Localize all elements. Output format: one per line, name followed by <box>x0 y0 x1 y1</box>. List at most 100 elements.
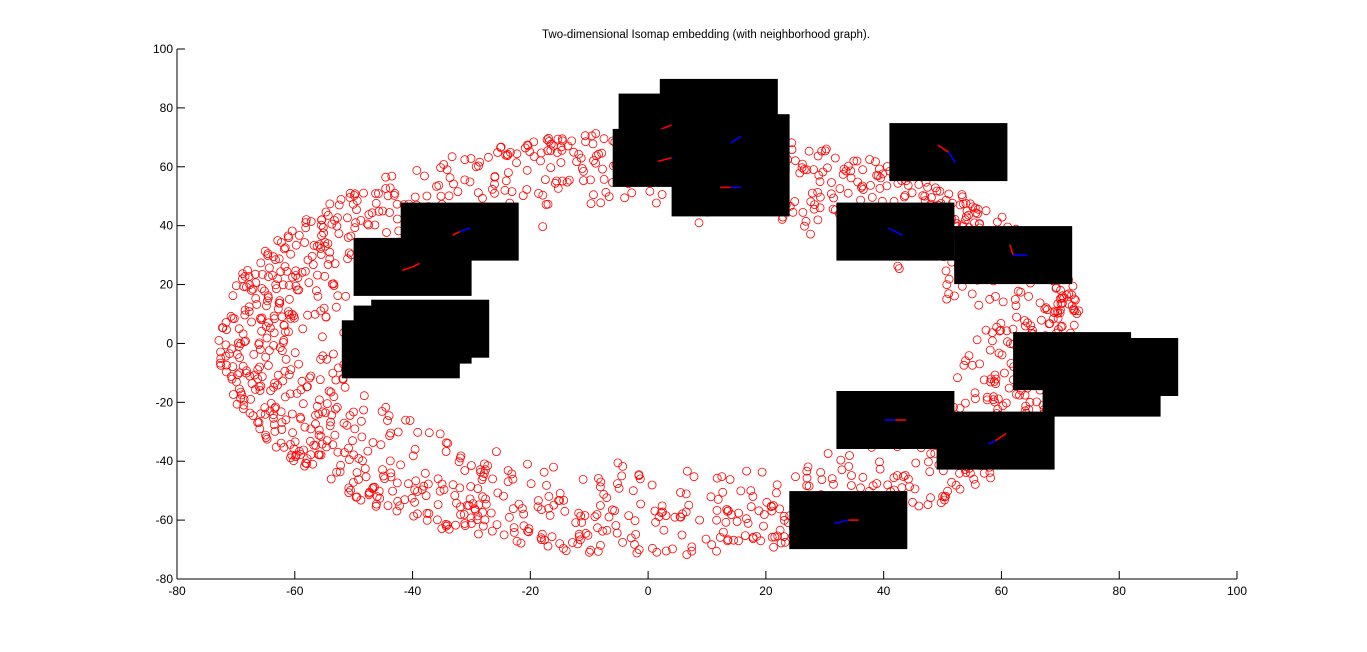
scatter-point <box>487 526 497 536</box>
scatter-point <box>475 465 485 475</box>
scatter-point <box>325 247 335 257</box>
scatter-point <box>359 405 369 415</box>
x-tick-label: 80 <box>1113 584 1127 598</box>
scatter-point <box>997 350 1007 360</box>
scatter-point <box>555 488 565 498</box>
scatter-point <box>543 541 553 551</box>
scatter-point <box>847 481 856 490</box>
scatter-point <box>780 537 790 547</box>
scatter-point <box>238 269 248 279</box>
scatter-point <box>947 477 956 487</box>
scatter-point <box>239 394 249 404</box>
scatter-point <box>795 168 805 178</box>
scatter-point <box>275 343 285 353</box>
scatter-point <box>732 517 742 526</box>
scatter-point <box>524 527 534 537</box>
scatter-point <box>990 377 999 386</box>
image-thumbnail <box>836 391 955 449</box>
scatter-point <box>557 145 567 155</box>
scatter-point <box>433 500 443 510</box>
scatter-point <box>689 472 699 482</box>
scatter-point <box>268 413 278 423</box>
scatter-point <box>343 233 353 242</box>
scatter-point <box>306 424 316 434</box>
scatter-point <box>647 480 657 490</box>
scatter-point <box>344 248 354 258</box>
scatter-point <box>284 307 293 317</box>
scatter-point <box>839 164 849 174</box>
scatter-point <box>512 536 522 546</box>
scatter-point <box>365 487 375 497</box>
scatter-point <box>827 474 837 484</box>
scatter-point <box>260 409 270 419</box>
scatter-point <box>523 526 532 536</box>
scatter-point <box>911 458 921 468</box>
scatter-point <box>325 199 335 209</box>
scatter-point <box>328 440 338 450</box>
scatter-point <box>802 165 812 175</box>
scatter-point <box>460 466 470 475</box>
scatter-point <box>478 508 488 517</box>
scatter-point <box>408 451 418 461</box>
scatter-point <box>958 192 967 202</box>
scatter-point <box>278 337 288 347</box>
scatter-point <box>242 366 251 376</box>
scatter-point <box>332 402 342 412</box>
scatter-point <box>420 468 430 478</box>
scatter-point <box>424 428 434 438</box>
scatter-point <box>725 475 735 484</box>
scatter-point <box>580 131 590 141</box>
scatter-point <box>499 491 508 501</box>
scatter-point <box>441 438 451 448</box>
scatter-point <box>1069 304 1079 314</box>
scatter-point <box>260 246 270 256</box>
scatter-point <box>903 180 913 190</box>
scatter-point <box>815 192 825 202</box>
axes: -80 -60 -40 -20 0 20 40 60 80 100 -80 -60 -40 -20 0 20 4… <box>153 42 1247 598</box>
scatter-point <box>1037 315 1046 325</box>
scatter-point <box>279 244 289 254</box>
scatter-point <box>613 458 623 468</box>
scatter-point <box>661 511 671 520</box>
scatter-point <box>231 377 241 387</box>
scatter-point <box>596 501 605 510</box>
scatter-point <box>435 486 445 496</box>
y-tick-label: -60 <box>156 513 174 527</box>
scatter-point <box>276 267 286 277</box>
scatter-point <box>405 416 415 425</box>
scatter-point <box>544 137 554 146</box>
scatter-point <box>502 151 512 161</box>
scatter-point <box>538 190 548 200</box>
scatter-point <box>389 190 399 200</box>
scatter-point <box>592 151 601 161</box>
scatter-point <box>332 221 342 231</box>
scatter-point <box>574 529 584 539</box>
scatter-point <box>549 462 558 472</box>
scatter-point <box>357 432 367 442</box>
scatter-point <box>235 368 245 378</box>
scatter-point <box>722 504 732 514</box>
scatter-point <box>248 284 258 294</box>
scatter-point <box>270 426 280 436</box>
scatter-point <box>994 348 1004 358</box>
scatter-point <box>1040 304 1050 314</box>
scatter-point <box>371 501 381 511</box>
scatter-point <box>374 206 384 216</box>
scatter-point <box>924 457 933 467</box>
scatter-point <box>624 511 634 520</box>
scatter-point <box>432 181 441 191</box>
x-tick-label: -60 <box>286 584 304 598</box>
scatter-point <box>277 425 287 434</box>
scatter-point <box>465 177 475 187</box>
scatter-point <box>271 284 281 294</box>
scatter-point <box>836 455 846 465</box>
scatter-point <box>776 538 786 548</box>
scatter-point <box>300 422 310 432</box>
scatter-point <box>923 182 932 192</box>
scatter-point <box>766 502 776 512</box>
scatter-point <box>349 191 359 200</box>
scatter-point <box>466 461 476 470</box>
scatter-point <box>268 270 277 280</box>
scatter-point <box>1070 306 1080 316</box>
scatter-point <box>823 449 833 458</box>
